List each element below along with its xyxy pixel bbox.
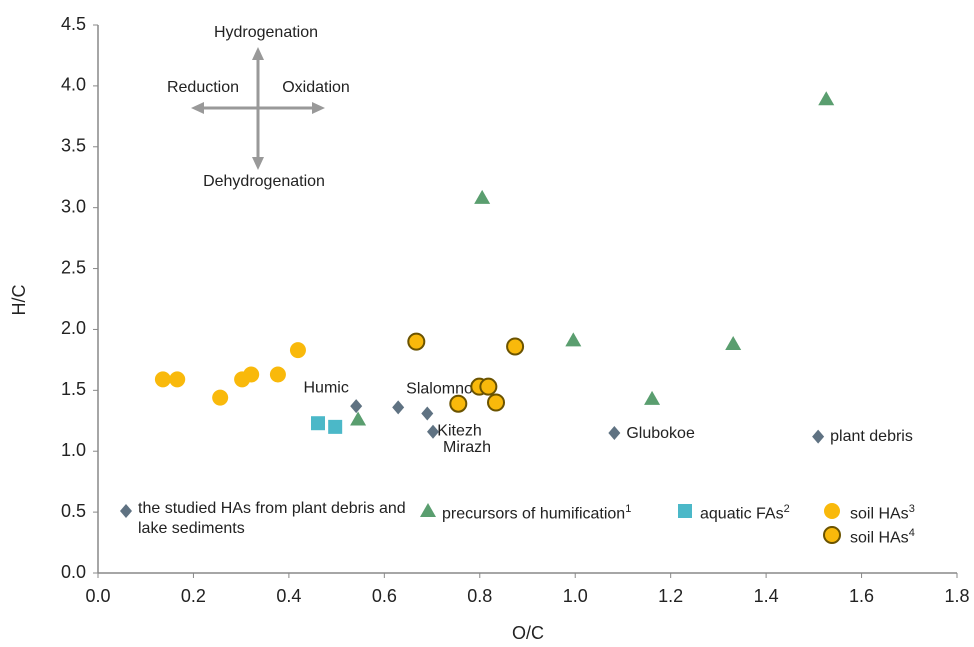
x-tick-label: 1.2: [658, 586, 683, 606]
legend-text: aquatic FAs: [700, 505, 784, 523]
legend-superscript: 4: [908, 527, 915, 539]
data-point: [269, 366, 286, 383]
legend-marker: [678, 504, 692, 518]
y-tick-label: 2.0: [61, 318, 86, 338]
legend-label: precursors of humification1: [442, 499, 682, 524]
data-point: [169, 371, 186, 388]
y-tick-label: 3.0: [61, 196, 86, 216]
legend-marker: [824, 503, 840, 519]
data-point: [328, 419, 343, 434]
legend-text: precursors of humification: [442, 505, 626, 523]
point-label: Mirazh: [443, 439, 491, 456]
data-point: [407, 332, 426, 351]
data-point: [479, 377, 498, 396]
y-tick-label: 0.0: [61, 562, 86, 582]
legend-marker: [120, 504, 132, 518]
annotation: Reduction: [167, 79, 239, 96]
data-point: [474, 189, 491, 204]
x-tick-label: 0.6: [372, 586, 397, 606]
y-tick-label: 1.5: [61, 379, 86, 399]
x-tick-label: 0.2: [181, 586, 206, 606]
legend-superscript: 3: [908, 503, 915, 515]
annotation: Oxidation: [282, 79, 350, 96]
data-point: [310, 416, 325, 431]
y-axis-title: H/C: [9, 285, 29, 316]
annotation: Hydrogenation: [214, 24, 318, 41]
legend-marker: [823, 526, 841, 544]
data-point: [449, 394, 468, 413]
x-tick-label: 1.6: [849, 586, 874, 606]
legend-text: soil HAs: [850, 529, 909, 547]
y-tick-label: 3.5: [61, 136, 86, 156]
data-point: [644, 390, 661, 405]
data-point: [725, 336, 742, 351]
point-label: plant debris: [830, 428, 913, 445]
legend-label: soil HAs3: [850, 499, 970, 524]
data-point: [427, 424, 440, 439]
x-tick-label: 0.0: [85, 586, 110, 606]
legend-text: the studied HAs from plant debris and la…: [138, 500, 406, 537]
point-label: Glubokoe: [626, 425, 695, 442]
data-point: [608, 425, 621, 440]
y-tick-label: 1.0: [61, 440, 86, 460]
annotation: Dehydrogenation: [203, 173, 325, 190]
legend-marker: [420, 503, 436, 517]
x-tick-label: 0.4: [276, 586, 301, 606]
data-point: [421, 406, 434, 421]
data-point: [350, 411, 367, 426]
data-point: [212, 389, 229, 406]
data-point: [487, 393, 506, 412]
x-tick-label: 1.0: [563, 586, 588, 606]
compass: [191, 47, 325, 170]
y-tick-label: 0.5: [61, 501, 86, 521]
legend-label: soil HAs4: [850, 523, 970, 548]
x-axis-title: O/C: [512, 623, 544, 643]
x-tick-label: 1.8: [944, 586, 969, 606]
point-label: Kitezh: [437, 423, 481, 440]
data-point: [506, 337, 525, 356]
y-tick-label: 2.5: [61, 257, 86, 277]
legend-label: aquatic FAs2: [700, 499, 820, 524]
data-point: [818, 91, 835, 106]
data-point: [289, 342, 306, 359]
data-point: [392, 400, 405, 415]
data-point: [812, 429, 825, 444]
data-point: [154, 371, 171, 388]
x-tick-label: 0.8: [467, 586, 492, 606]
y-tick-label: 4.0: [61, 75, 86, 95]
data-point: [243, 366, 260, 383]
data-point: [565, 332, 582, 347]
legend-text: soil HAs: [850, 505, 909, 523]
legend-label: the studied HAs from plant debris and la…: [138, 499, 418, 539]
x-tick-label: 1.4: [754, 586, 779, 606]
point-label: Humic: [304, 379, 349, 396]
point-label: Slalomnoe: [406, 381, 482, 398]
legend-superscript: 1: [625, 503, 632, 515]
y-tick-label: 4.5: [61, 14, 86, 34]
legend-superscript: 2: [783, 503, 790, 515]
data-point: [350, 399, 363, 414]
